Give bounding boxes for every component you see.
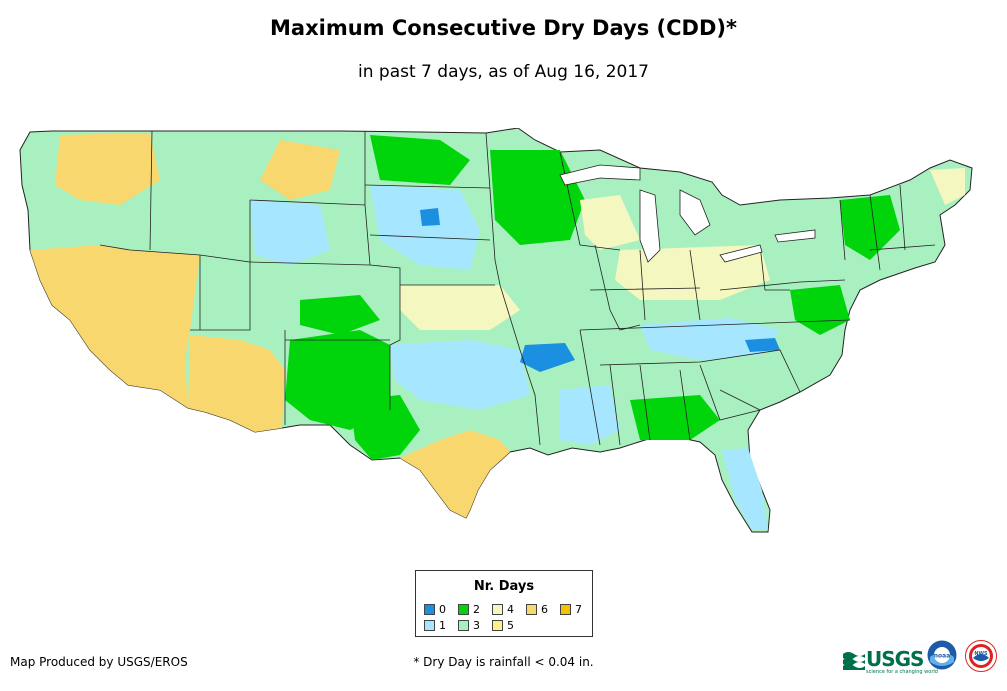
- usgs-wave-icon: [843, 652, 865, 670]
- zone-mid-atlantic: [790, 285, 850, 335]
- zone-west-texas: [350, 395, 420, 460]
- zone-nc-zero: [745, 338, 780, 352]
- map-subtitle: in past 7 days, as of Aug 16, 2017: [358, 62, 649, 82]
- map-legend: Nr. Days 0 1 2 3 4 5 6 7: [415, 570, 593, 637]
- zone-oklahoma: [390, 340, 530, 410]
- legend-swatch-1: [424, 620, 435, 631]
- zone-northwest: [55, 133, 160, 205]
- state-borders: [99, 130, 936, 446]
- lake-erie: [719, 244, 763, 263]
- legend-label: 5: [507, 619, 514, 632]
- legend-label: 7: [575, 603, 582, 616]
- legend-label: 2: [473, 603, 480, 616]
- legend-label: 6: [541, 603, 548, 616]
- zone-kentucky: [640, 318, 780, 360]
- legend-label: 0: [439, 603, 446, 616]
- noaa-logo: noaa: [927, 640, 957, 670]
- legend-swatch-3: [458, 620, 469, 631]
- zone-upper-midwest: [490, 150, 585, 245]
- zone-north-dakota: [370, 135, 470, 185]
- legend-swatch-2: [458, 604, 469, 615]
- dry-day-footnote: * Dry Day is rainfall < 0.04 in.: [413, 655, 594, 669]
- zone-nebraska: [370, 185, 480, 270]
- dry-day-zones: [30, 133, 965, 530]
- legend-label: 3: [473, 619, 480, 632]
- zone-michigan: [580, 195, 640, 250]
- lake-ontario: [774, 229, 816, 243]
- lake-huron: [679, 189, 711, 236]
- lake-superior: [559, 164, 641, 186]
- legend-title: Nr. Days: [473, 579, 535, 594]
- zone-colorado: [300, 295, 380, 335]
- map-title: Maximum Consecutive Dry Days (CDD)*: [270, 16, 737, 40]
- agency-logos: USGS science for a changing world noaa N…: [843, 638, 1007, 680]
- legend-swatch-4: [492, 604, 503, 615]
- legend-swatch-6: [526, 604, 537, 615]
- zone-montana-dry: [260, 140, 340, 200]
- zone-arizona: [188, 335, 285, 432]
- nws-logo-text: NWS: [974, 651, 988, 657]
- legend-swatch-7: [560, 604, 571, 615]
- zone-arkansas-zero: [520, 343, 575, 372]
- zone-kansas: [400, 285, 520, 330]
- great-lakes: [559, 164, 816, 263]
- zone-florida: [722, 448, 768, 530]
- nws-logo: NWS: [965, 640, 997, 672]
- map-credit: Map Produced by USGS/EROS: [10, 655, 188, 669]
- zone-southeast: [630, 395, 720, 440]
- legend-swatch-5: [492, 620, 503, 631]
- legend-label: 4: [507, 603, 514, 616]
- lake-michigan: [639, 189, 661, 263]
- usgs-logo-text: USGS: [866, 647, 924, 671]
- usgs-logo-tagline: science for a changing world: [866, 669, 938, 675]
- zone-wyoming: [250, 200, 330, 265]
- legend-swatch-0: [424, 604, 435, 615]
- zone-sd-zero: [420, 208, 440, 226]
- zone-west-dry: [30, 245, 200, 408]
- zone-maine: [930, 168, 965, 205]
- legend-label: 1: [439, 619, 446, 632]
- noaa-logo-text: noaa: [934, 653, 951, 660]
- zone-gulf: [560, 385, 620, 445]
- zone-northeast: [840, 195, 900, 260]
- zone-texas: [400, 430, 510, 518]
- conus-cdd-map: [19, 128, 973, 533]
